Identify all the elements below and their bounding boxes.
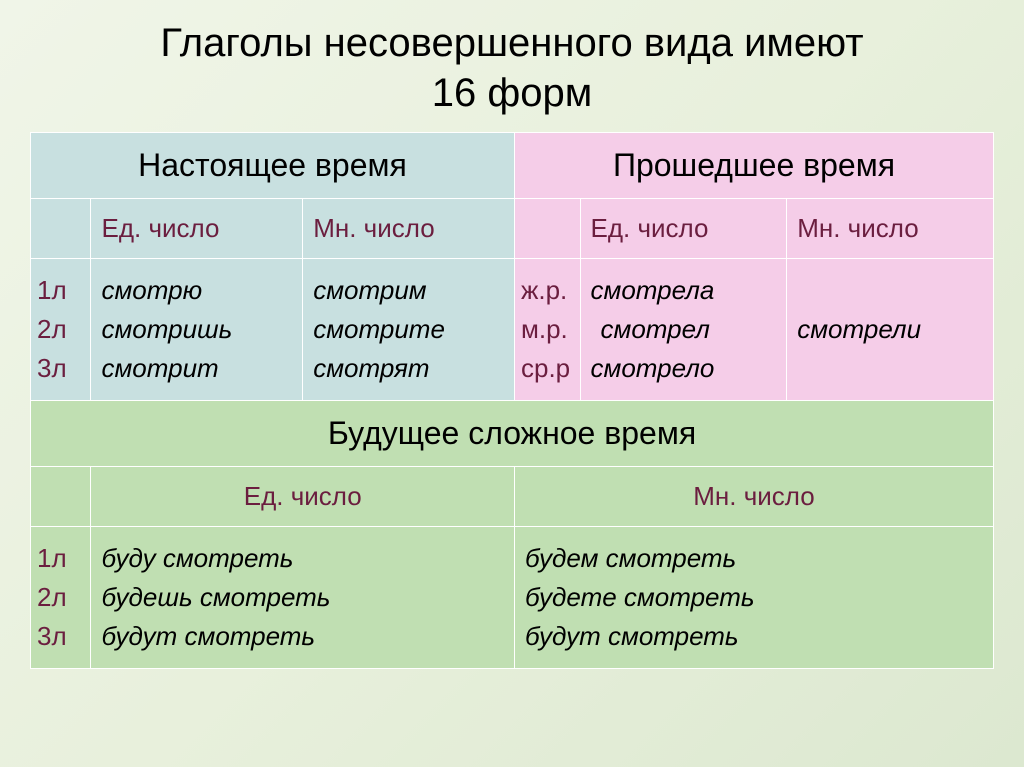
gender-n: ср.р — [521, 353, 574, 384]
future-pl-3: будут смотреть — [525, 621, 983, 652]
past-sg-cells: смотрела смотрел смотрело — [580, 259, 787, 401]
person-1: 1л — [37, 275, 84, 306]
title-line1: Глаголы несовершенного вида имеют — [160, 21, 863, 65]
past-pl: смотрели — [797, 314, 983, 345]
past-blank — [514, 199, 580, 259]
future-header: Будущее сложное время — [31, 401, 994, 467]
future-sg-3: будут смотреть — [101, 621, 504, 652]
past-sg-m: смотрел — [591, 314, 777, 345]
present-sg-1: смотрю — [101, 275, 292, 306]
future-blank — [31, 467, 91, 527]
future-pl-1: будем смотреть — [525, 543, 983, 574]
conjugation-table: Настоящее время Прошедшее время Ед. числ… — [30, 132, 994, 669]
present-blank — [31, 199, 91, 259]
title-line2: 16 форм — [432, 71, 593, 115]
future-sg-1: буду смотреть — [101, 543, 504, 574]
present-sg-2: смотришь — [101, 314, 292, 345]
past-genders: ж.р. м.р. ср.р — [514, 259, 580, 401]
past-pl-hdr: Мн. число — [787, 199, 994, 259]
present-header: Настоящее время — [31, 133, 515, 199]
future-pl-cells: будем смотреть будете смотреть будут смо… — [514, 527, 993, 669]
present-pl-2: смотрите — [313, 314, 504, 345]
past-pl-cell: смотрели — [787, 259, 994, 401]
person-2: 2л — [37, 314, 84, 345]
page-title: Глаголы несовершенного вида имеют 16 фор… — [30, 18, 994, 118]
present-pl-cells: смотрим смотрите смотрят — [303, 259, 515, 401]
past-sg-n: смотрело — [591, 353, 777, 384]
person-3: 3л — [37, 353, 84, 384]
present-persons: 1л 2л 3л — [31, 259, 91, 401]
future-person-3: 3л — [37, 621, 84, 652]
future-persons: 1л 2л 3л — [31, 527, 91, 669]
future-pl-hdr: Мн. число — [514, 467, 993, 527]
present-pl-3: смотрят — [313, 353, 504, 384]
present-pl-hdr: Мн. число — [303, 199, 515, 259]
present-sg-cells: смотрю смотришь смотрит — [91, 259, 303, 401]
future-person-1: 1л — [37, 543, 84, 574]
past-sg-hdr: Ед. число — [580, 199, 787, 259]
present-pl-1: смотрим — [313, 275, 504, 306]
future-person-2: 2л — [37, 582, 84, 613]
future-pl-2: будете смотреть — [525, 582, 983, 613]
present-sg-hdr: Ед. число — [91, 199, 303, 259]
future-sg-hdr: Ед. число — [91, 467, 515, 527]
past-sg-f: смотрела — [591, 275, 777, 306]
past-header: Прошедшее время — [514, 133, 993, 199]
gender-f: ж.р. — [521, 275, 574, 306]
future-sg-2: будешь смотреть — [101, 582, 504, 613]
present-sg-3: смотрит — [101, 353, 292, 384]
gender-m: м.р. — [521, 314, 574, 345]
future-sg-cells: буду смотреть будешь смотреть будут смот… — [91, 527, 515, 669]
